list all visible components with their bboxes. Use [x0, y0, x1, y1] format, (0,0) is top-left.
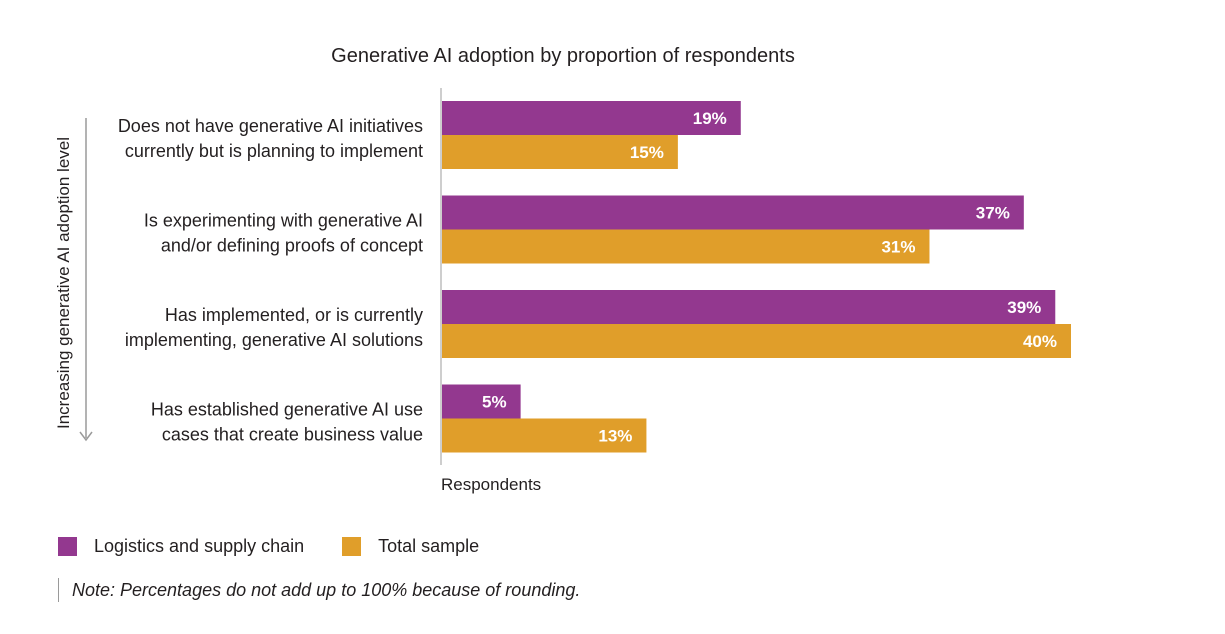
chart-title: Generative AI adoption by proportion of …: [331, 45, 795, 67]
bar-total: [442, 135, 678, 169]
bar-total: [442, 418, 647, 453]
category-label: Has established generative AI use cases t…: [151, 400, 423, 445]
legend-label-total: Total sample: [378, 536, 480, 556]
legend-item-total: Total sample: [342, 536, 479, 557]
y-axis-title: Increasing generative AI adoption level: [54, 137, 73, 429]
data-label: 31%: [881, 238, 915, 257]
category-label-line: Does not have generative AI initiatives: [118, 116, 423, 136]
bar-logistics: [442, 195, 1024, 230]
data-label: 5%: [482, 393, 507, 412]
chart-svg: Generative AI adoption by proportion of …: [54, 45, 1071, 494]
bar-total: [442, 229, 930, 264]
data-label: 39%: [1007, 298, 1041, 317]
bars: 19% 15% 37% 31% 39% 40% 5% 13%: [442, 101, 1071, 453]
data-label: 19%: [693, 109, 727, 128]
category-labels: Does not have generative AI initiatives c…: [118, 116, 423, 445]
legend-swatch-total: [342, 537, 362, 556]
bar-logistics: [442, 384, 521, 419]
category-label-line: implementing, generative AI solutions: [125, 330, 423, 350]
bar-logistics: [442, 290, 1056, 324]
bar-logistics: [442, 101, 741, 135]
category-label: Does not have generative AI initiatives c…: [118, 116, 423, 161]
category-label-line: and/or defining proofs of concept: [161, 236, 423, 256]
category-label-line: currently but is planning to implement: [125, 141, 423, 161]
category-label-line: Has established generative AI use: [151, 400, 423, 420]
legend-swatch-logistics: [58, 537, 77, 556]
y-axis-arrow-head: [79, 431, 93, 442]
y-axis-title-group: Increasing generative AI adoption level: [54, 118, 93, 442]
category-label: Is experimenting with generative AI and/o…: [144, 211, 423, 256]
bar-total: [442, 324, 1071, 358]
data-label: 40%: [1023, 332, 1057, 351]
category-label-line: Has implemented, or is currently: [165, 305, 423, 325]
x-axis-title: Respondents: [441, 475, 541, 494]
legend-label-logistics: Logistics and supply chain: [94, 536, 305, 556]
data-label: 13%: [598, 427, 632, 446]
legend-item-logistics: Logistics and supply chain: [58, 536, 304, 557]
category-label-line: Is experimenting with generative AI: [144, 211, 423, 231]
data-label: 37%: [976, 204, 1010, 223]
category-label: Has implemented, or is currently implemen…: [125, 305, 423, 350]
legend: Logistics and supply chain Total sample: [58, 536, 517, 557]
data-label: 15%: [630, 143, 664, 162]
category-label-line: cases that create business value: [162, 425, 423, 445]
chart-note: Note: Percentages do not add up to 100% …: [58, 578, 580, 602]
